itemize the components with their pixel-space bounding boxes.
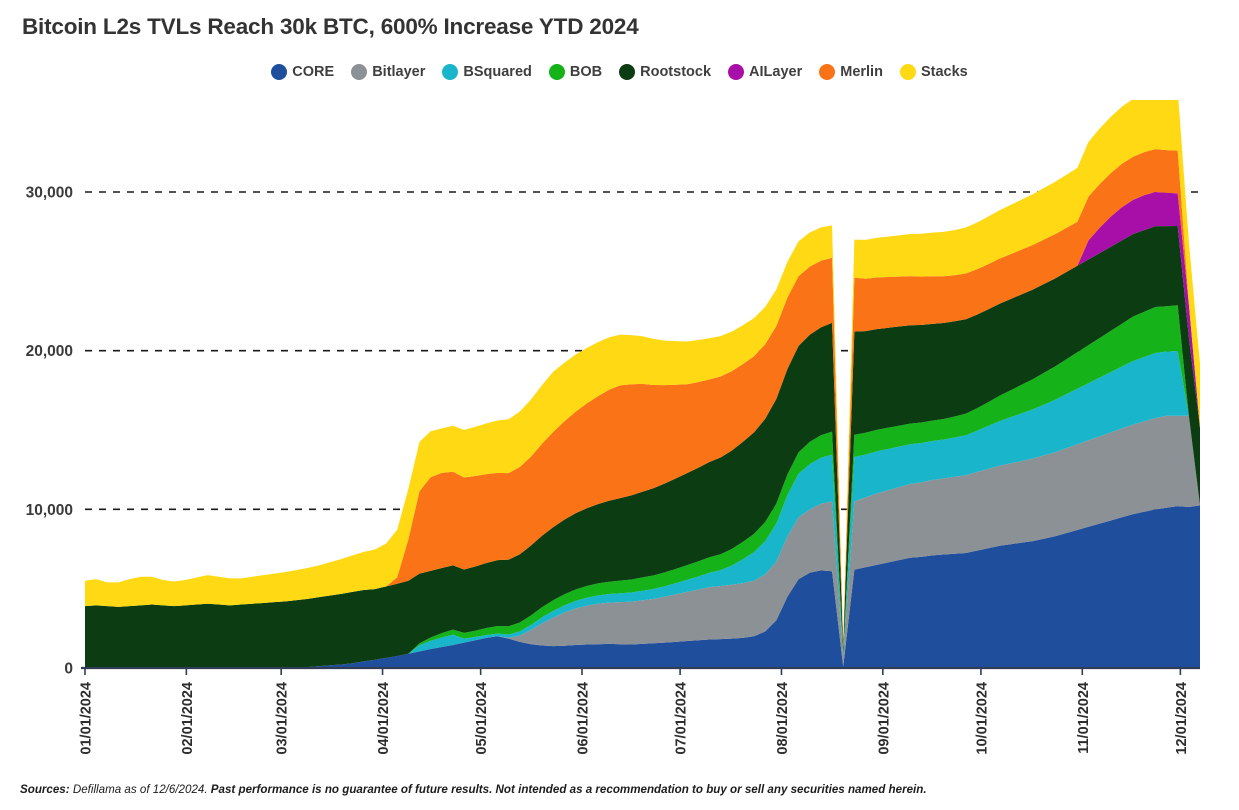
legend-item-label: BSquared (463, 64, 532, 80)
legend-swatch-icon (442, 64, 459, 80)
x-tick-label: 11/01/2024 (1076, 682, 1092, 754)
legend-item-core[interactable]: CORE (271, 64, 334, 80)
area-series-stacks (85, 100, 1200, 644)
area-series-bitlayer (85, 415, 1200, 668)
x-tick-label: 05/01/2024 (474, 682, 490, 755)
sources-label: Sources: (20, 783, 70, 796)
legend-item-merlin[interactable]: Merlin (819, 64, 883, 80)
legend-swatch-icon (351, 64, 368, 80)
legend-swatch-icon (548, 64, 565, 80)
chart-svg: 0 10,000 20,000 30,000 01/01/2024 02/01/2024 0… (26, 100, 1200, 755)
x-tick-label: 03/01/2024 (275, 682, 291, 755)
legend-swatch-icon (271, 64, 288, 80)
y-tick-label: 0 (64, 661, 73, 678)
legend-item-label: AILayer (749, 64, 803, 80)
x-tick-label: 06/01/2024 (576, 682, 592, 755)
stacked-area-chart: 0 10,000 20,000 30,000 01/01/2024 02/01/2024 0… (0, 100, 1239, 780)
legend-item-label: Bitlayer (372, 64, 426, 80)
x-tick-label: 12/01/2024 (1174, 682, 1190, 755)
area-series-rootstock (85, 225, 1200, 668)
page-title: Bitcoin L2s TVLs Reach 30k BTC, 600% Inc… (22, 14, 639, 39)
legend-item-bitlayer[interactable]: Bitlayer (351, 64, 425, 80)
x-tick-label: 04/01/2024 (376, 682, 392, 755)
sources-value: Defillama as of 12/6/2024. (72, 783, 208, 796)
chart-legend: CORE Bitlayer BSquared BOB Rootstock AILayer M… (0, 64, 1239, 80)
legend-item-label: CORE (292, 64, 335, 80)
area-series-merlin (85, 149, 1200, 648)
y-tick-label: 20,000 (26, 343, 73, 360)
y-tick-label: 30,000 (26, 185, 73, 202)
legend-swatch-icon (819, 64, 836, 80)
area-series-core (85, 505, 1200, 668)
legend-swatch-icon (728, 64, 745, 80)
legend-item-bsquared[interactable]: BSquared (442, 64, 532, 80)
legend-item-label: Stacks (920, 64, 968, 80)
y-tick-label: 10,000 (26, 502, 73, 519)
legend-swatch-icon (899, 64, 916, 80)
disclaimer-text: Past performance is no guarantee of futu… (210, 783, 927, 796)
legend-item-stacks[interactable]: Stacks (899, 64, 968, 80)
legend-swatch-icon (619, 64, 636, 80)
legend-item-label: Rootstock (640, 64, 712, 80)
x-tick-label: 01/01/2024 (79, 682, 95, 755)
x-tick-label: 10/01/2024 (974, 682, 990, 755)
legend-item-rootstock[interactable]: Rootstock (619, 64, 711, 80)
footer-disclaimer: Sources: Defillama as of 12/6/2024. Past… (20, 783, 927, 796)
legend-item-label: BOB (569, 64, 603, 80)
x-tick-label: 02/01/2024 (180, 682, 196, 755)
legend-item-label: Merlin (840, 64, 883, 80)
x-tick-label: 07/01/2024 (674, 682, 690, 755)
legend-item-bob[interactable]: BOB (548, 64, 603, 80)
x-tick-label: 09/01/2024 (876, 682, 892, 755)
legend-item-ailayer[interactable]: AILayer (728, 64, 802, 80)
x-tick-label: 08/01/2024 (775, 682, 791, 755)
